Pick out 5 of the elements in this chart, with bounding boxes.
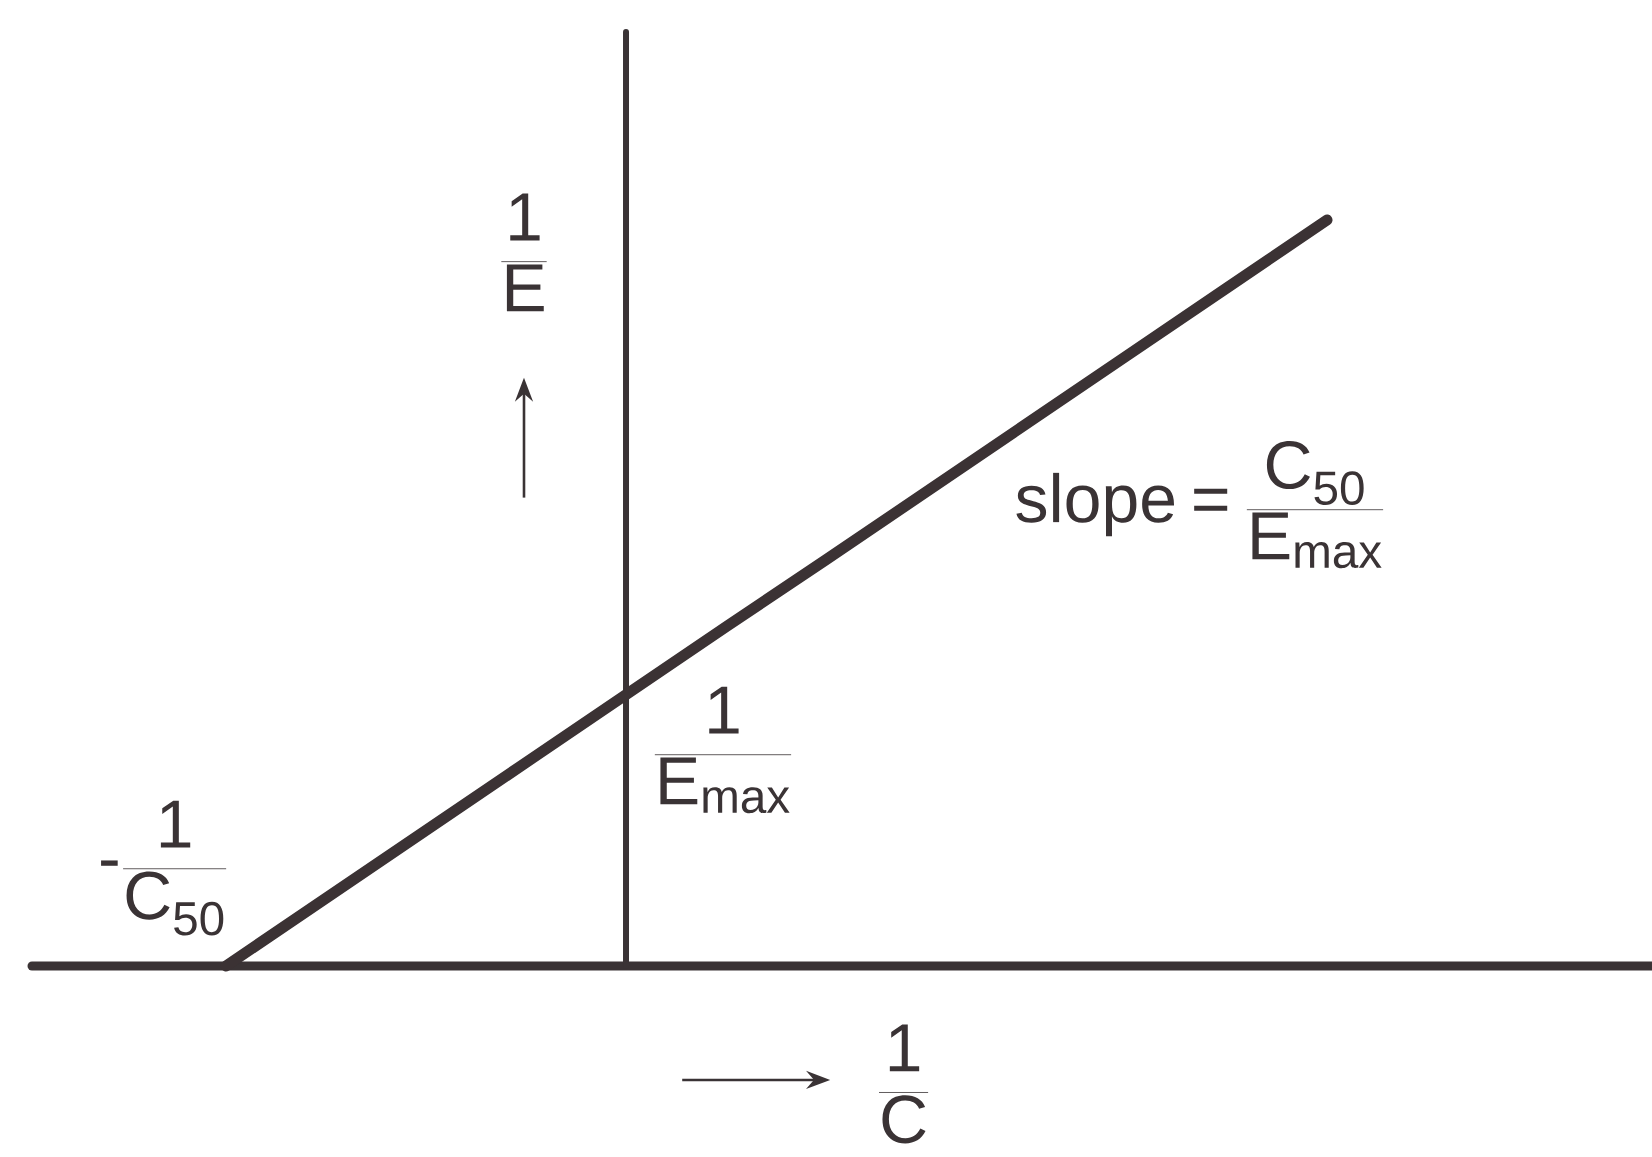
annotation: $-\frac{1}{C_{50}}$ bbox=[101, 800, 227, 936]
annotation: $\mathrm{slope} = \frac{C_{50}}{E_{max}}$ bbox=[1016, 440, 1384, 569]
x-axis-title: $\frac{1}{C}$ bbox=[879, 1024, 929, 1144]
annotation: $\frac{1}{E_{max}}$ bbox=[654, 686, 792, 814]
y-axis-title: $\frac{1}{E}$ bbox=[501, 193, 547, 312]
